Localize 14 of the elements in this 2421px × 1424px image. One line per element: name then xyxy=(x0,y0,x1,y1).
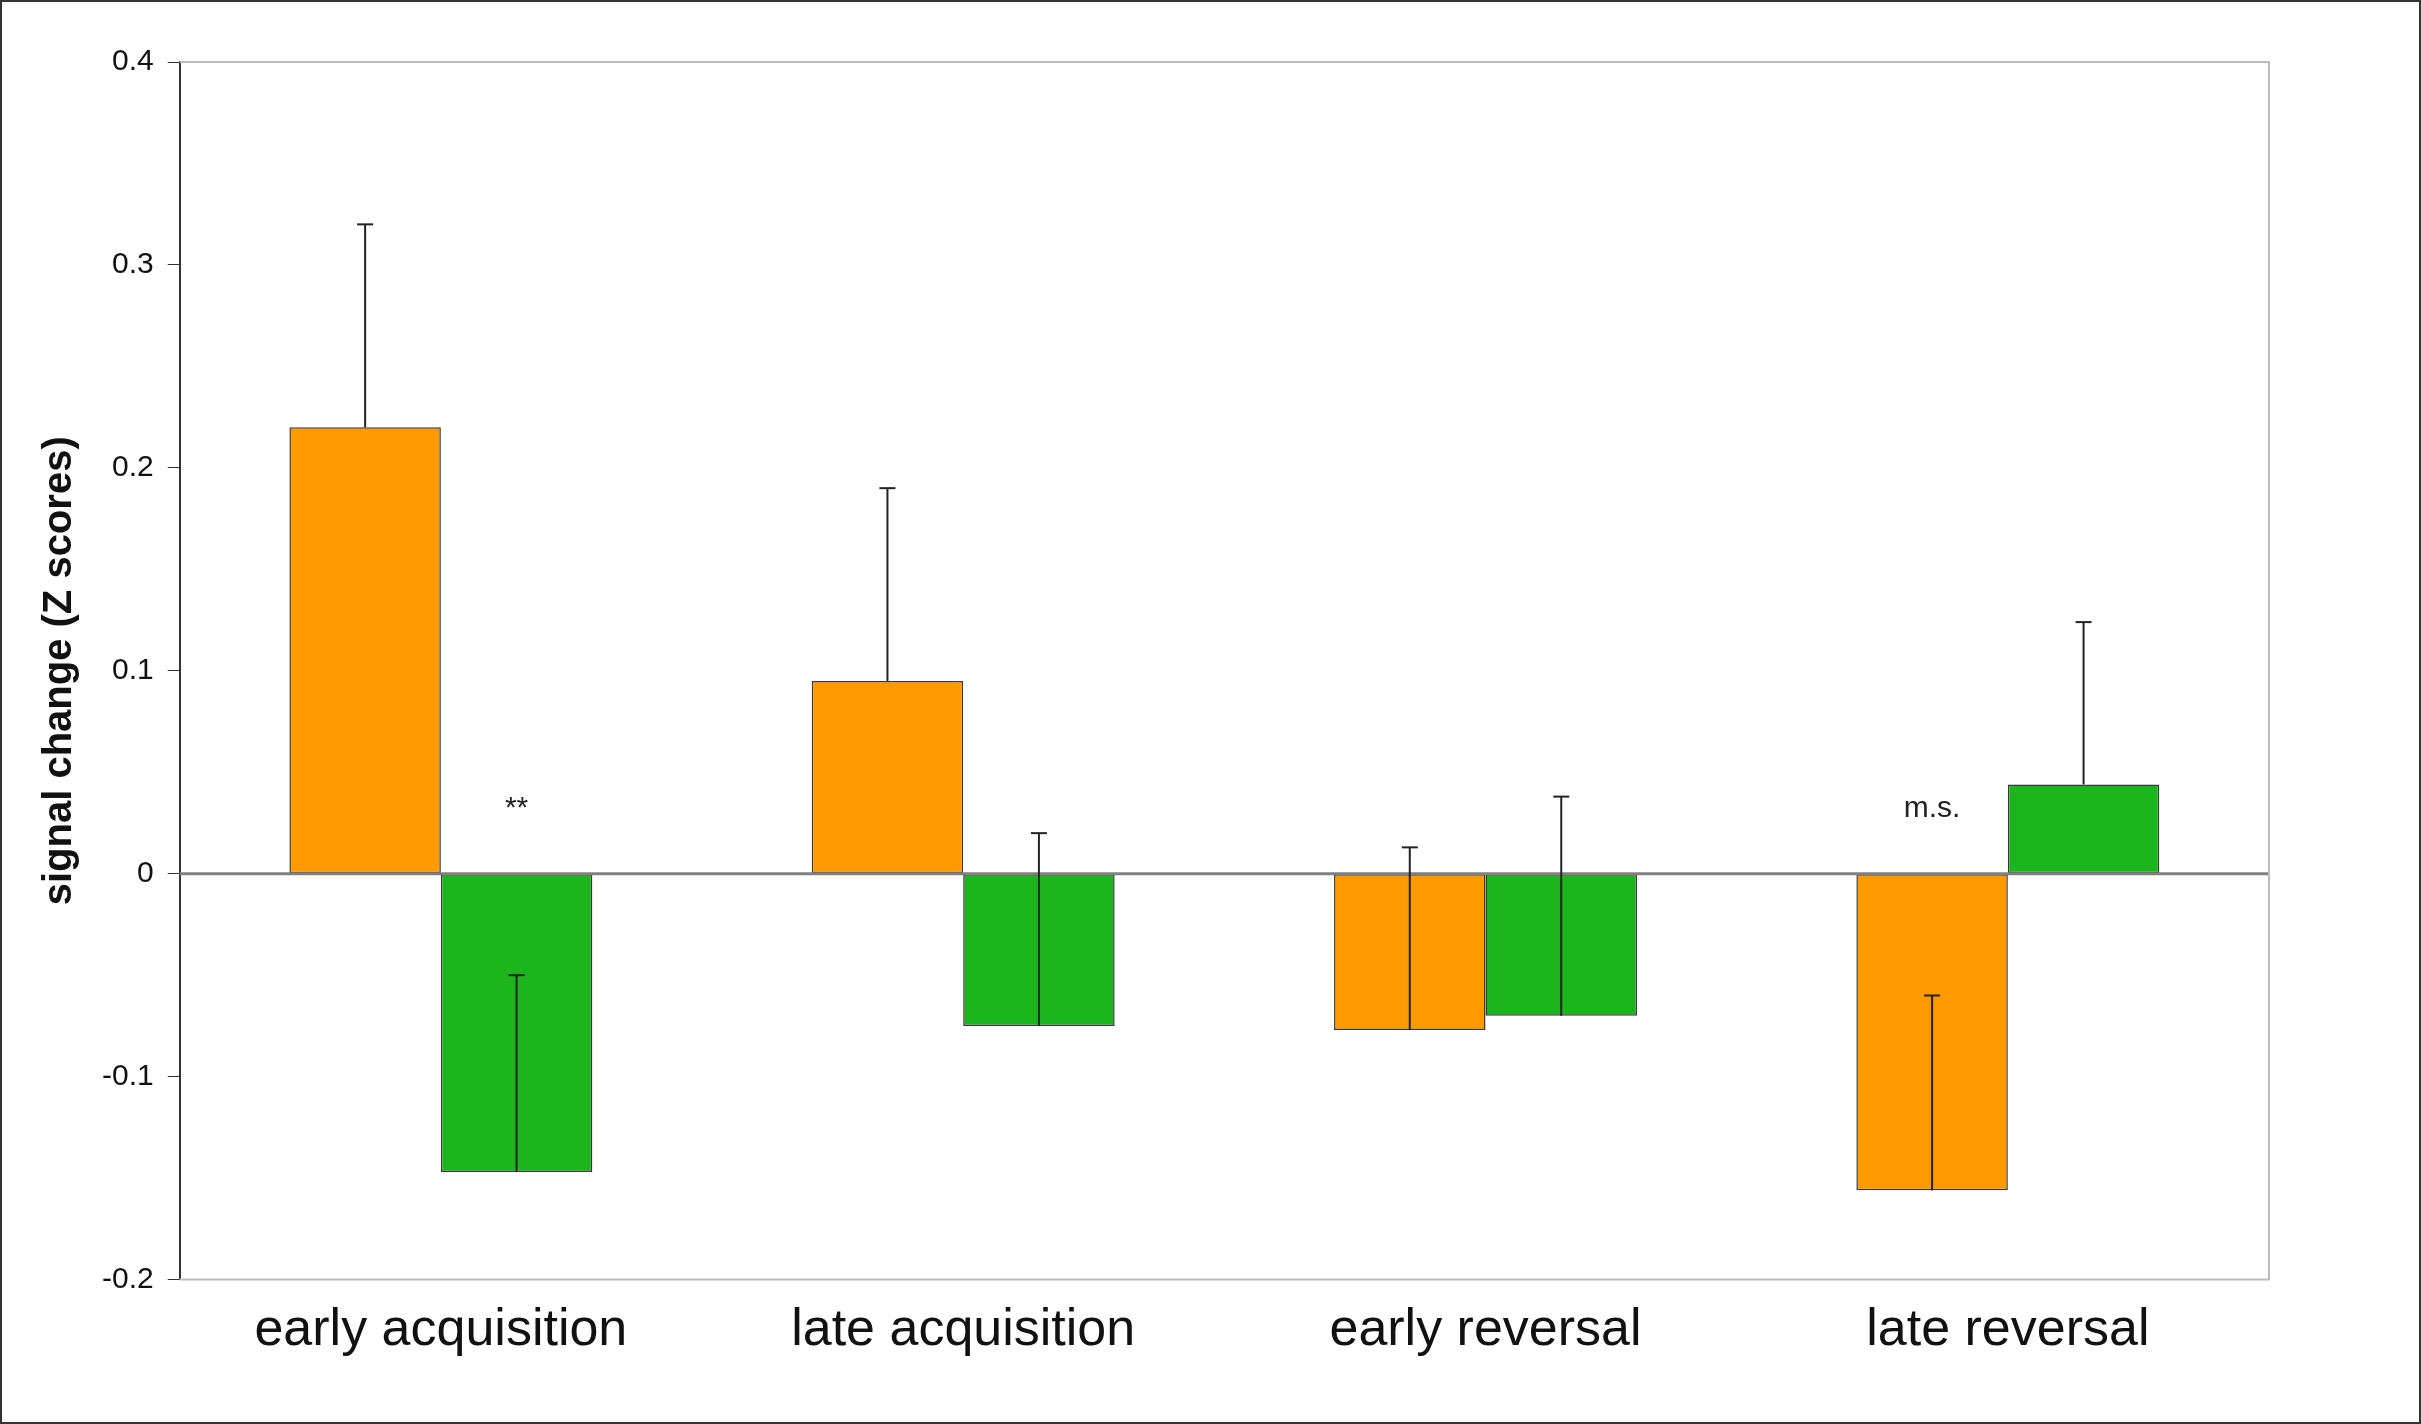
y-tick-label: 0 xyxy=(137,855,154,888)
x-tick-label: late acquisition xyxy=(791,1298,1136,1357)
annotation: ** xyxy=(504,790,529,823)
y-tick-label: -0.2 xyxy=(101,1260,154,1294)
annotation: m.s. xyxy=(1903,790,1961,823)
y-tick-label: -0.1 xyxy=(101,1057,154,1091)
y-tick-label: 0.3 xyxy=(111,246,154,280)
y-axis-title: signal change (Z scores) xyxy=(35,436,80,906)
y-tick-label: 0.4 xyxy=(111,43,154,77)
y-tick-label: 0.1 xyxy=(111,652,154,686)
x-tick-label: early acquisition xyxy=(254,1298,628,1357)
x-tick-label: late reversal xyxy=(1866,1298,2150,1357)
x-tick-label: early reversal xyxy=(1329,1298,1642,1357)
y-tick-label: 0.2 xyxy=(111,449,154,483)
